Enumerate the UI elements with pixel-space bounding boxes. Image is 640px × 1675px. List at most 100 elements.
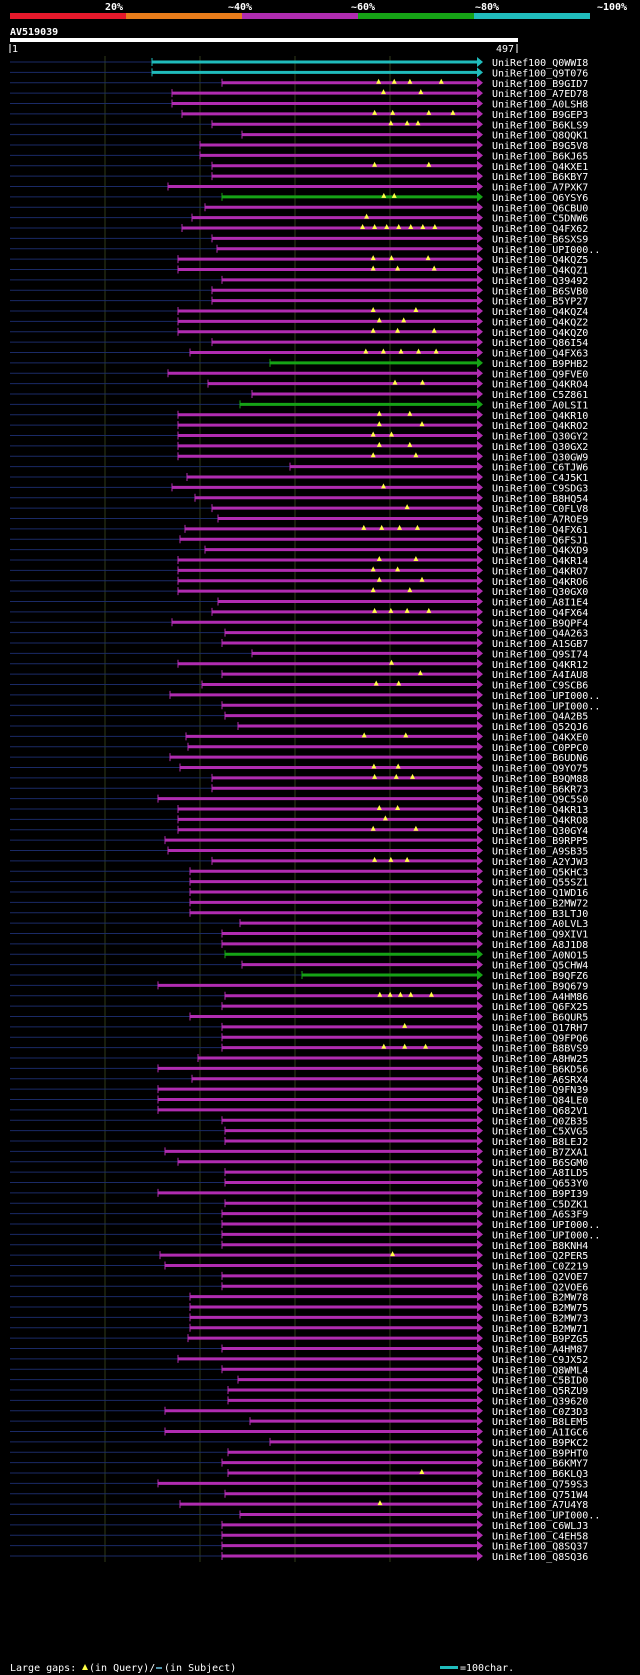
hit-label[interactable]: UniRef100_B9PHB2	[492, 359, 588, 370]
hit-label[interactable]: UniRef100_Q9FN39	[492, 1085, 588, 1096]
hit-label[interactable]: UniRef100_Q9FPQ6	[492, 1033, 588, 1044]
hit-row[interactable]: UniRef100_Q0WWI8	[10, 57, 588, 69]
hit-row[interactable]: UniRef100_B6KJ65	[10, 150, 588, 162]
hit-row[interactable]: UniRef100_Q9XIV1	[10, 928, 588, 941]
hit-row[interactable]: UniRef100_Q4KQZ0	[10, 326, 588, 339]
hit-row[interactable]: UniRef100_A4HM86	[10, 990, 588, 1003]
hit-label[interactable]: UniRef100_A4IAU8	[492, 670, 588, 681]
hit-row[interactable]: UniRef100_Q30GW9	[10, 451, 588, 463]
hit-label[interactable]: UniRef100_B7ZXA1	[492, 1147, 588, 1158]
hit-label[interactable]: UniRef100_Q8SQ37	[492, 1542, 588, 1553]
hit-row[interactable]: UniRef100_Q4KR13	[10, 804, 588, 816]
hit-label[interactable]: UniRef100_A0LVL3	[492, 919, 588, 930]
hit-label[interactable]: UniRef100_C5XVG5	[492, 1127, 588, 1138]
hit-label[interactable]: UniRef100_B6KLQ3	[492, 1469, 588, 1480]
hit-row[interactable]: UniRef100_B9Q679	[10, 980, 588, 992]
hit-label[interactable]: UniRef100_Q4KXE0	[492, 732, 588, 743]
hit-row[interactable]: UniRef100_B8LEM5	[10, 1416, 588, 1428]
hit-label[interactable]: UniRef100_C9SDG3	[492, 483, 588, 494]
hit-row[interactable]: UniRef100_Q5CHW4	[10, 959, 588, 972]
hit-row[interactable]: UniRef100_Q9FVE0	[10, 368, 588, 380]
hit-label[interactable]: UniRef100_Q2VOE7	[492, 1272, 588, 1283]
hit-row[interactable]: UniRef100_Q9FN39	[10, 1084, 588, 1096]
hit-row[interactable]: UniRef100_Q4KR10	[10, 409, 588, 422]
hit-row[interactable]: UniRef100_Q55SZ1	[10, 876, 588, 889]
hit-label[interactable]: UniRef100_B9PI39	[492, 1189, 588, 1200]
hit-label[interactable]: UniRef100_Q30GX0	[492, 587, 588, 598]
hit-label[interactable]: UniRef100_Q84LE0	[492, 1096, 588, 1107]
hit-row[interactable]: UniRef100_B6UDN6	[10, 752, 588, 764]
hit-label[interactable]: UniRef100_Q653Y0	[492, 1179, 588, 1190]
hit-label[interactable]: UniRef100_C4EH58	[492, 1531, 588, 1542]
hit-row[interactable]: UniRef100_Q4KQZ1	[10, 264, 588, 277]
hit-label[interactable]: UniRef100_UPI000..	[492, 1230, 600, 1241]
hit-label[interactable]: UniRef100_Q39492	[492, 276, 588, 287]
hit-label[interactable]: UniRef100_A9SB35	[492, 847, 588, 858]
hit-row[interactable]: UniRef100_C9JX52	[10, 1353, 588, 1366]
hit-label[interactable]: UniRef100_A8I1E4	[492, 598, 588, 609]
hit-row[interactable]: UniRef100_B6SXS9	[10, 233, 588, 245]
hit-label[interactable]: UniRef100_C0Z3D3	[492, 1407, 588, 1418]
hit-label[interactable]: UniRef100_B6SVB0	[492, 286, 588, 297]
hit-label[interactable]: UniRef100_A0LSI1	[492, 400, 588, 411]
hit-label[interactable]: UniRef100_Q4KXE1	[492, 162, 588, 173]
hit-row[interactable]: UniRef100_A8I1E4	[10, 596, 588, 609]
hit-row[interactable]: UniRef100_UPI000..	[10, 1219, 600, 1231]
hit-label[interactable]: UniRef100_Q4KR10	[492, 411, 588, 422]
hit-label[interactable]: UniRef100_B8KNH4	[492, 1241, 588, 1252]
hit-label[interactable]: UniRef100_B6KR73	[492, 784, 588, 795]
hit-row[interactable]: UniRef100_Q0ZB35	[10, 1115, 588, 1127]
hit-label[interactable]: UniRef100_Q9FVE0	[492, 369, 588, 380]
hit-label[interactable]: UniRef100_Q2PER5	[492, 1251, 588, 1262]
hit-row[interactable]: UniRef100_B9PHB2	[10, 357, 588, 370]
hit-row[interactable]: UniRef100_Q4A263	[10, 627, 588, 640]
hit-row[interactable]: UniRef100_A0LVL3	[10, 918, 588, 930]
hit-label[interactable]: UniRef100_UPI000..	[492, 245, 600, 256]
hit-label[interactable]: UniRef100_UPI000..	[492, 691, 600, 702]
hit-row[interactable]: UniRef100_A6S3F9	[10, 1208, 588, 1221]
hit-row[interactable]: UniRef100_Q4FX63	[10, 347, 588, 360]
hit-label[interactable]: UniRef100_Q759S3	[492, 1479, 588, 1490]
hit-label[interactable]: UniRef100_Q682V1	[492, 1106, 588, 1117]
hit-row[interactable]: UniRef100_Q2VOE7	[10, 1270, 588, 1283]
hit-row[interactable]: UniRef100_B9QPF4	[10, 617, 588, 629]
hit-row[interactable]: UniRef100_Q6YSY6	[10, 191, 588, 204]
hit-row[interactable]: UniRef100_Q6FX25	[10, 1001, 588, 1013]
hit-label[interactable]: UniRef100_A8ILD5	[492, 1168, 588, 1179]
hit-row[interactable]: UniRef100_B9GID7	[10, 77, 588, 90]
hit-row[interactable]: UniRef100_C9SCB6	[10, 679, 588, 692]
hit-label[interactable]: UniRef100_A0NO15	[492, 950, 588, 961]
hit-row[interactable]: UniRef100_Q2VOE6	[10, 1281, 588, 1293]
hit-label[interactable]: UniRef100_B6KD56	[492, 1064, 588, 1075]
hit-label[interactable]: UniRef100_Q30GX2	[492, 442, 588, 453]
hit-label[interactable]: UniRef100_C4J5K1	[492, 473, 588, 484]
hit-row[interactable]: UniRef100_A6SRX4	[10, 1073, 588, 1086]
hit-label[interactable]: UniRef100_A8J1D8	[492, 940, 588, 951]
hit-row[interactable]: UniRef100_A7U4Y8	[10, 1499, 588, 1511]
hit-label[interactable]: UniRef100_Q8WML4	[492, 1365, 588, 1376]
hit-row[interactable]: UniRef100_B5YP27	[10, 295, 588, 308]
hit-row[interactable]: UniRef100_A4IAU8	[10, 669, 588, 681]
hit-label[interactable]: UniRef100_B9GID7	[492, 79, 588, 90]
hit-row[interactable]: UniRef100_Q4KXD9	[10, 544, 588, 557]
hit-row[interactable]: UniRef100_B9QM88	[10, 772, 588, 785]
hit-row[interactable]: UniRef100_UPI000..	[10, 243, 600, 256]
hit-row[interactable]: UniRef100_B7ZXA1	[10, 1146, 588, 1158]
hit-row[interactable]: UniRef100_C0Z219	[10, 1260, 588, 1273]
hit-label[interactable]: UniRef100_Q4KQZ4	[492, 307, 588, 318]
hit-row[interactable]: UniRef100_C5DNW6	[10, 212, 588, 225]
hit-row[interactable]: UniRef100_B2MW71	[10, 1322, 588, 1335]
hit-row[interactable]: UniRef100_UPI000..	[10, 689, 600, 702]
hit-label[interactable]: UniRef100_Q9T076	[492, 68, 588, 79]
hit-row[interactable]: UniRef100_B3LTJ0	[10, 907, 588, 920]
hit-label[interactable]: UniRef100_Q4FX62	[492, 224, 588, 235]
hit-row[interactable]: UniRef100_B6KMY7	[10, 1457, 588, 1470]
hit-row[interactable]: UniRef100_Q4KQZ5	[10, 254, 588, 266]
hit-label[interactable]: UniRef100_B9QM88	[492, 774, 588, 785]
hit-label[interactable]: UniRef100_Q6YSY6	[492, 193, 588, 204]
hit-row[interactable]: UniRef100_Q4A2B5	[10, 710, 588, 723]
hit-label[interactable]: UniRef100_B6KLS9	[492, 120, 588, 131]
hit-row[interactable]: UniRef100_A7ROE9	[10, 513, 588, 526]
hit-label[interactable]: UniRef100_B9RPP5	[492, 836, 588, 847]
hit-label[interactable]: UniRef100_B2MW72	[492, 898, 588, 909]
